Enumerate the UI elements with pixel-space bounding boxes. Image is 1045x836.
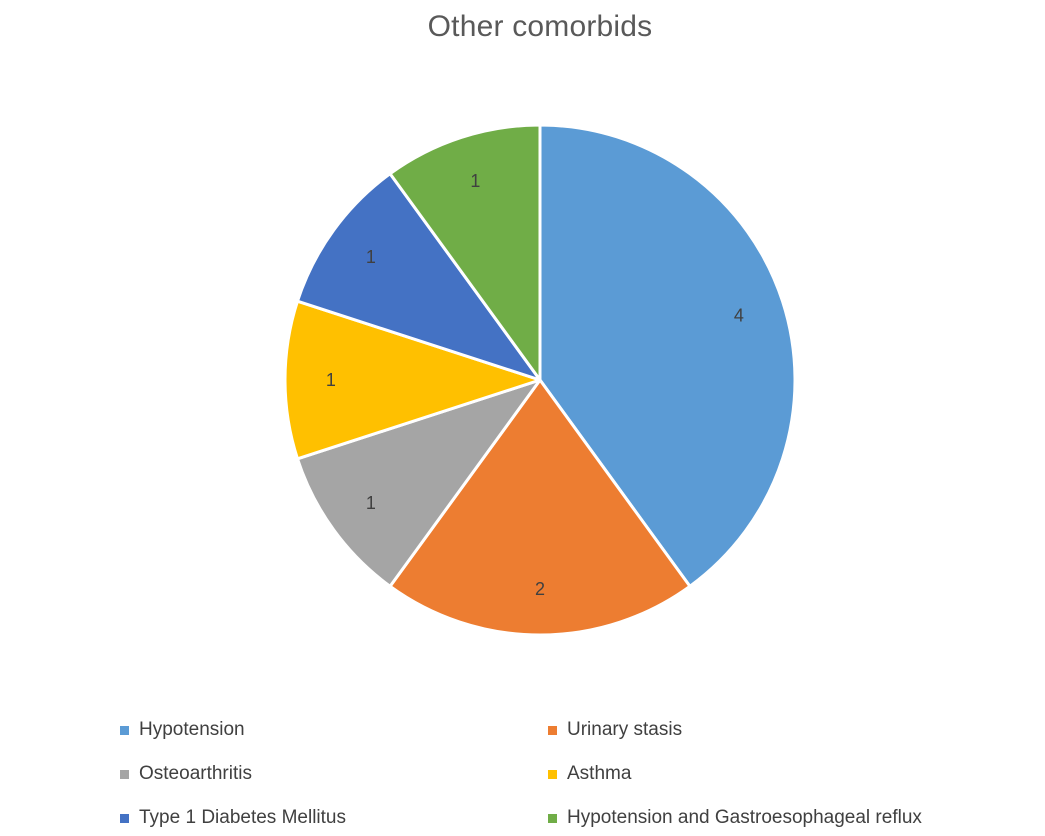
pie-data-label-2: 1 xyxy=(366,493,376,513)
chart-title: Other comorbids xyxy=(427,10,653,43)
pie-slice-0 xyxy=(538,123,797,588)
legend-label-1: Urinary stasis xyxy=(567,719,683,740)
pie-slice-5 xyxy=(388,123,542,382)
legend-item-1: Urinary stasis xyxy=(548,717,682,743)
legend-swatch-0 xyxy=(120,725,129,735)
legend-swatch-3 xyxy=(548,769,557,779)
legend-label-0: Hypotension xyxy=(139,719,245,740)
pie-slice-1 xyxy=(388,378,692,637)
pie-data-label-1: 2 xyxy=(535,579,545,599)
legend-swatch-1 xyxy=(548,725,557,735)
legend-label-2: Osteoarthritis xyxy=(139,763,252,784)
pie-slices xyxy=(283,123,797,637)
pie-data-labels: 4 2 1 1 1 1 xyxy=(326,171,744,599)
legend-item-5: Hypotension and Gastroesophageal reflux xyxy=(548,805,922,831)
legend-item-0: Hypotension xyxy=(120,717,245,743)
legend-item-3: Asthma xyxy=(548,761,631,787)
legend-label-5: Hypotension and Gastroesophageal reflux xyxy=(567,807,922,828)
legend-label-3: Asthma xyxy=(567,763,632,784)
legend-item-4: Type 1 Diabetes Mellitus xyxy=(120,805,346,831)
pie-data-label-4: 1 xyxy=(366,247,376,267)
legend-item-2: Osteoarthritis xyxy=(120,761,252,787)
pie-slice-2 xyxy=(295,378,542,588)
legend-swatch-5 xyxy=(548,813,557,823)
legend-label-4: Type 1 Diabetes Mellitus xyxy=(139,807,346,828)
pie-slice-4 xyxy=(295,172,542,382)
pie-data-label-5: 1 xyxy=(470,171,480,191)
pie-data-label-0: 4 xyxy=(734,305,744,325)
legend-swatch-2 xyxy=(120,769,129,779)
pie-slice-3 xyxy=(283,299,542,461)
legend-swatch-4 xyxy=(120,813,129,823)
pie-chart: 4 2 1 1 1 1 xyxy=(283,123,797,637)
pie-data-label-3: 1 xyxy=(326,370,336,390)
